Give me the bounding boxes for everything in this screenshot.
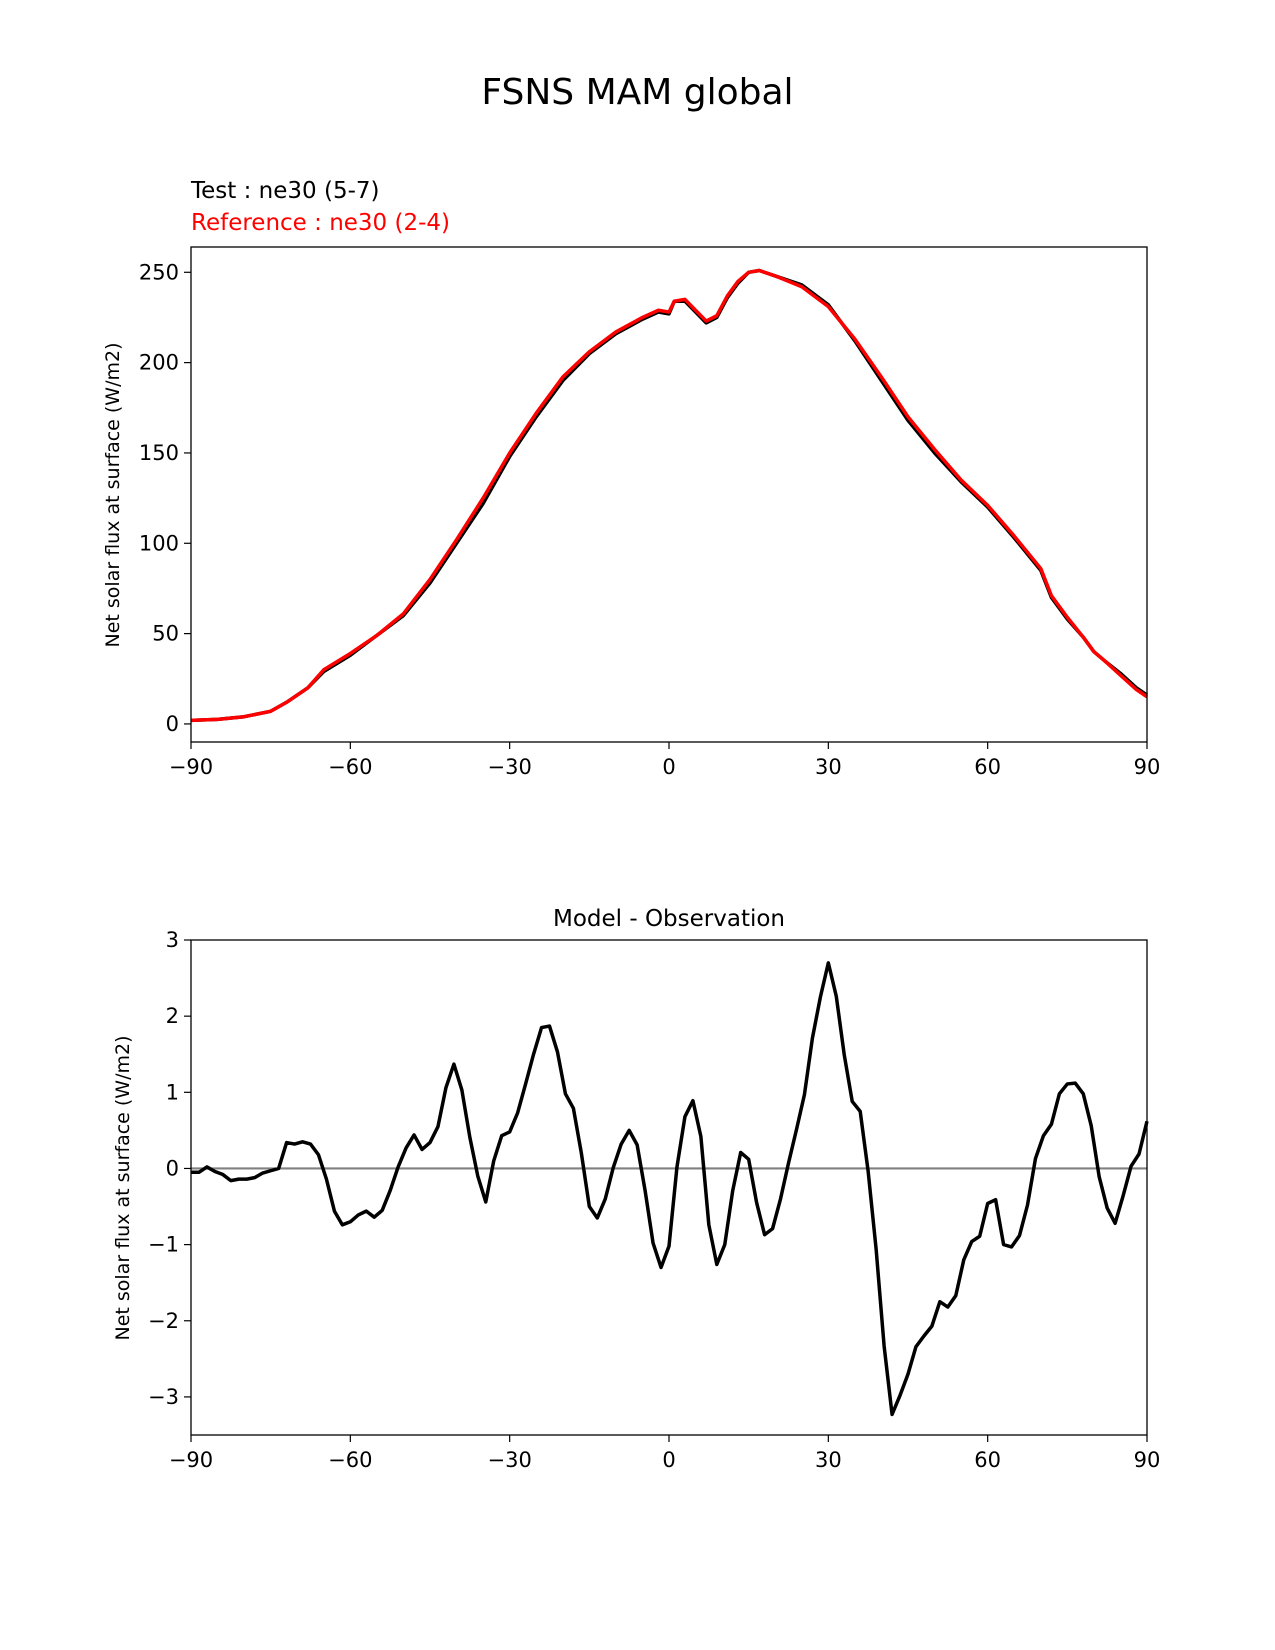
bottom-x-tick-label: 0 [662,1448,675,1472]
top-x-tick-label: −30 [488,755,532,779]
bottom-x-tick-label: 90 [1134,1448,1161,1472]
bottom-y-tick-label: 3 [166,928,179,952]
top-x-tick-label: 90 [1134,755,1161,779]
bottom-y-tick-label: −3 [148,1385,179,1409]
top-y-tick-label: 200 [139,351,179,375]
bottom-panel: Model - Observation Net solar flux at su… [112,906,1160,1472]
top-y-tick-label: 100 [139,531,179,555]
bottom-panel-title: Model - Observation [553,906,785,932]
bottom-y-tick-label: −1 [148,1233,179,1257]
bottom-x-tick-label: 30 [815,1448,842,1472]
bottom-x-tick-label: −30 [488,1448,532,1472]
bottom-y-axis-label: Net solar flux at surface (W/m2) [112,1036,134,1341]
bottom-y-tick-label: 1 [166,1080,179,1104]
bottom-plot-frame [190,939,1148,1436]
top-x-tick-label: −90 [169,755,213,779]
bottom-axes-ticks: −90 −60 −30 0 30 60 90 −3 −2 −1 0 1 2 3 [148,928,1160,1472]
bottom-y-tick-label: 0 [166,1156,179,1180]
legend-reference-label: Reference : ne30 (2-4) [191,210,450,236]
top-plot-frame [190,246,1148,743]
top-axes-ticks: −90 −60 −30 0 30 60 90 0 50 100 150 200 250 [139,260,1160,779]
top-series-lines [190,268,1148,723]
top-x-tick-label: 60 [974,755,1001,779]
top-x-tick-label: 30 [815,755,842,779]
top-x-tick-label: −60 [328,755,372,779]
bottom-x-tick-label: 60 [974,1448,1001,1472]
top-y-tick-label: 0 [166,712,179,736]
bottom-y-tick-label: −2 [148,1309,179,1333]
bottom-y-tick-label: 2 [166,1004,179,1028]
top-y-axis-label: Net solar flux at surface (W/m2) [102,343,124,648]
bottom-series-lines [191,961,1149,1417]
figure-title: FSNS MAM global [481,72,794,113]
top-y-tick-label: 50 [152,622,179,646]
legend-test-label: Test : ne30 (5-7) [190,178,379,204]
bottom-x-tick-label: −90 [169,1448,213,1472]
top-panel: Test : ne30 (5-7) Reference : ne30 (2-4)… [102,178,1160,779]
top-x-tick-label: 0 [662,755,675,779]
bottom-x-tick-label: −60 [328,1448,372,1472]
top-y-tick-label: 150 [139,441,179,465]
bottom-series-line-0 [191,961,1149,1417]
top-series-line-0 [190,268,1148,723]
top-series-line-1 [190,268,1148,723]
top-y-tick-label: 250 [139,260,179,284]
